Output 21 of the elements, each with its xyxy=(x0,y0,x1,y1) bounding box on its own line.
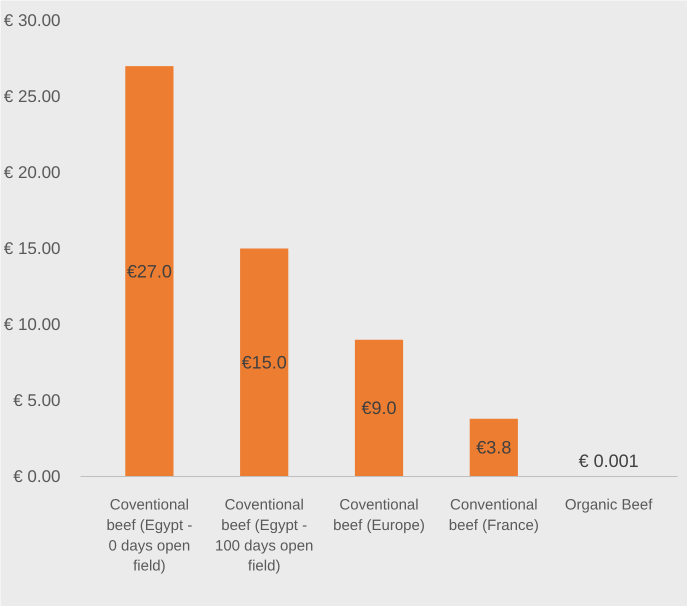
data-label: €3.8 xyxy=(476,438,512,458)
y-tick-label: € 15.00 xyxy=(4,239,61,258)
y-tick-label: € 25.00 xyxy=(4,87,61,106)
y-tick-label: € 20.00 xyxy=(4,163,61,182)
y-tick-label: € 10.00 xyxy=(4,315,61,334)
bar xyxy=(240,248,288,476)
x-tick-label: Coventional beef (Egypt - 100 days open field) xyxy=(214,496,314,575)
data-label: €15.0 xyxy=(242,352,287,372)
x-tick-label: Conventional beef (France) xyxy=(448,496,539,534)
y-tick-label: € 30.00 xyxy=(4,11,61,30)
x-tick-label: Coventional beef (Europe) xyxy=(333,496,425,534)
bar xyxy=(354,340,404,476)
data-label: €9.0 xyxy=(361,398,397,418)
data-label: €27.0 xyxy=(126,261,172,282)
bar xyxy=(125,66,174,476)
bar xyxy=(470,418,518,476)
x-tick-label: Coventional beef (Egypt - 0 days open field) xyxy=(106,496,192,575)
x-tick-label: Organic Beef xyxy=(564,496,654,514)
y-tick-label: € 0.00 xyxy=(13,467,60,486)
y-tick-label: € 5.00 xyxy=(13,391,60,410)
data-label: € 0.001 xyxy=(578,451,639,472)
